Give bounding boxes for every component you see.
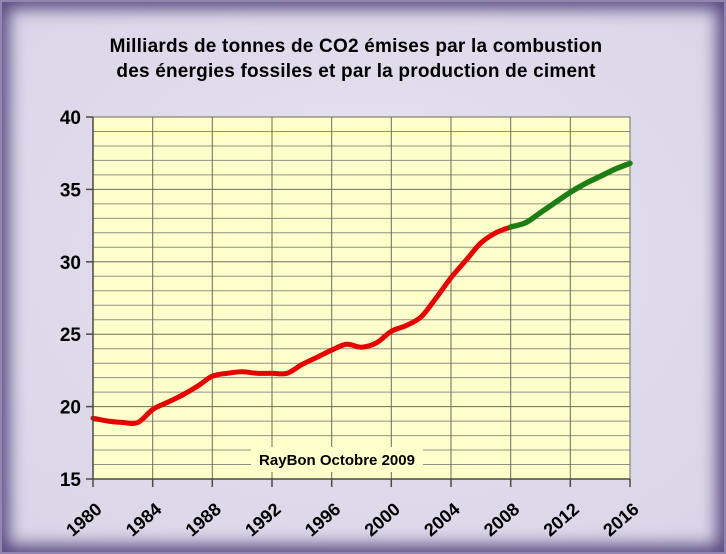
x-tick-label: 2008 [480,499,523,540]
y-tick-label: 25 [60,325,82,346]
x-tick-label: 1988 [182,499,225,540]
chart-title-line2: des énergies fossiles et par la producti… [116,61,596,82]
x-tick-label: 1992 [241,499,284,540]
x-tick-label: 1980 [62,499,105,540]
x-tick-label: 2016 [599,499,642,540]
x-tick-label: 1984 [122,499,165,540]
x-tick-label: 1996 [301,499,344,540]
annotation-label: RayBon Octobre 2009 [259,452,415,469]
y-tick-label: 30 [60,253,81,274]
y-tick-label: 15 [60,470,82,491]
y-tick-label: 20 [60,398,81,419]
y-tick-label: 35 [60,180,82,201]
chart-title: Milliards de tonnes de CO2 émises par la… [2,34,710,84]
y-tick-label: 40 [60,108,81,129]
plot-area [93,117,630,479]
series-green-line-projection [507,160,633,230]
x-tick-label: 2004 [420,499,463,540]
chart-title-line1: Milliards de tonnes de CO2 émises par la… [109,36,603,57]
series-red-line-historical [90,224,514,427]
x-tick-label: 2012 [540,499,583,540]
x-tick-label: 2000 [361,499,404,540]
annotation-backing [251,447,423,472]
